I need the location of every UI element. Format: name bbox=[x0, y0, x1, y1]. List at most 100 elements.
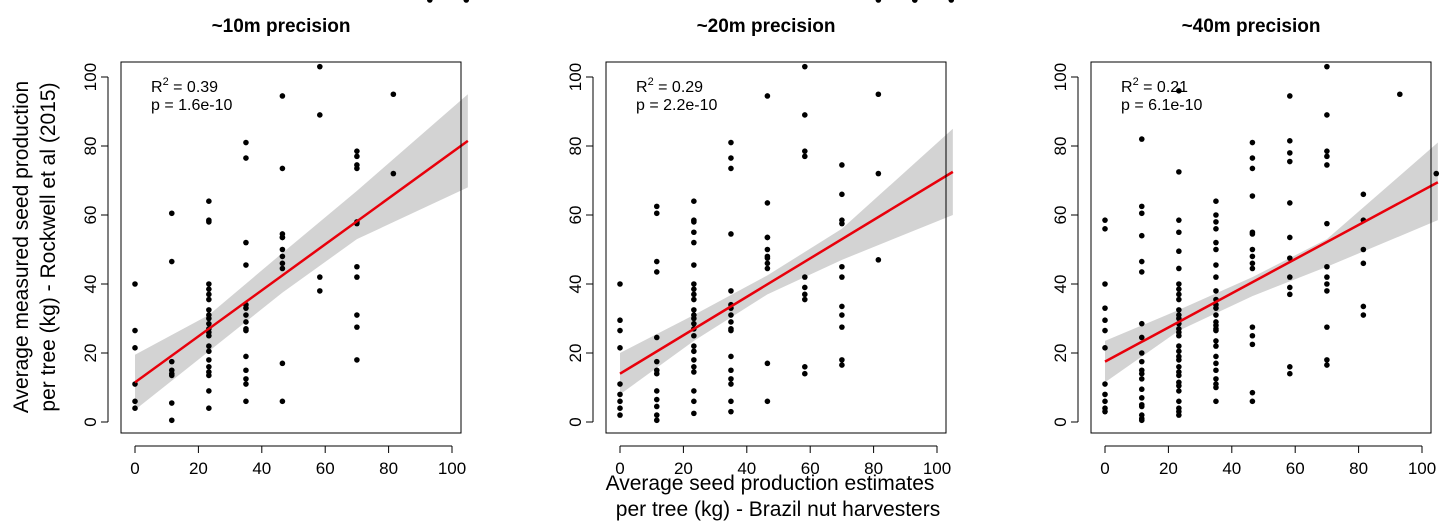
data-point bbox=[243, 327, 249, 334]
data-point bbox=[1213, 360, 1219, 367]
y-tick-label: 80 bbox=[81, 137, 100, 156]
data-point bbox=[839, 162, 845, 168]
data-point bbox=[653, 403, 660, 410]
data-point bbox=[617, 345, 623, 351]
x-tick-label: 40 bbox=[737, 459, 756, 478]
y-tick-label: 80 bbox=[566, 137, 585, 156]
data-point bbox=[1138, 136, 1145, 142]
data-point bbox=[1397, 91, 1403, 98]
r-squared-label: R2 = 0.21 bbox=[1121, 76, 1188, 96]
data-point bbox=[1138, 403, 1145, 410]
data-point bbox=[1176, 372, 1182, 379]
data-point bbox=[1102, 345, 1108, 351]
data-point bbox=[1102, 398, 1108, 405]
x-tick-label: 20 bbox=[674, 459, 693, 478]
data-point bbox=[1138, 358, 1145, 365]
data-point bbox=[617, 317, 623, 324]
data-point bbox=[317, 288, 323, 294]
data-point bbox=[839, 263, 845, 270]
data-point bbox=[802, 63, 808, 70]
data-point bbox=[1176, 281, 1182, 287]
y-tick-label: 40 bbox=[81, 275, 100, 294]
data-point bbox=[1433, 170, 1440, 177]
y-tick-label: 80 bbox=[1051, 137, 1070, 156]
x-tick-label: 100 bbox=[438, 459, 466, 478]
scatter-panel-3: ~40m precision 0 20 40 60 80 100 0 20 40 60 80 100 R2… bbox=[1051, 16, 1440, 478]
data-point bbox=[1249, 332, 1256, 339]
data-point bbox=[132, 405, 138, 412]
data-point bbox=[728, 155, 734, 161]
data-point bbox=[206, 320, 212, 327]
data-point bbox=[243, 398, 249, 405]
data-point bbox=[206, 315, 212, 322]
y-axis-label-line1: Average measured seed production bbox=[10, 81, 33, 413]
data-point bbox=[1360, 260, 1367, 267]
r-squared-label: R2 = 0.29 bbox=[636, 76, 703, 96]
data-point bbox=[948, 0, 955, 3]
data-point bbox=[691, 357, 697, 363]
data-point bbox=[1138, 334, 1145, 341]
data-point bbox=[1138, 210, 1145, 217]
regression-line bbox=[619, 170, 954, 375]
data-point bbox=[691, 369, 697, 375]
data-point bbox=[728, 376, 734, 382]
data-point bbox=[1213, 384, 1219, 391]
data-point bbox=[1213, 367, 1219, 374]
data-point bbox=[1324, 263, 1330, 270]
data-point bbox=[691, 315, 697, 322]
data-point bbox=[764, 234, 771, 241]
data-point bbox=[243, 262, 249, 268]
data-point bbox=[728, 327, 734, 334]
scatter-panel-2: ~20m precision 0 20 40 60 80 100 0 20 40 60 80 100 R2… bbox=[566, 0, 955, 478]
data-point bbox=[1176, 412, 1182, 418]
data-point bbox=[317, 274, 323, 280]
data-point bbox=[691, 410, 697, 417]
x-tick-label: 60 bbox=[316, 459, 335, 478]
data-point bbox=[1176, 398, 1182, 405]
data-point bbox=[691, 364, 697, 370]
data-point bbox=[653, 258, 660, 265]
data-point bbox=[1213, 239, 1219, 246]
data-point bbox=[1176, 382, 1182, 389]
data-point bbox=[279, 398, 286, 405]
data-point bbox=[206, 372, 212, 379]
data-point bbox=[354, 324, 360, 330]
confidence-band bbox=[135, 94, 468, 410]
data-point bbox=[243, 305, 249, 311]
data-point bbox=[617, 281, 623, 287]
data-point bbox=[1249, 246, 1256, 253]
data-point bbox=[1176, 343, 1182, 349]
data-point bbox=[1138, 258, 1145, 265]
data-point bbox=[764, 398, 771, 405]
data-point bbox=[1176, 332, 1182, 339]
data-point bbox=[206, 343, 212, 349]
data-point bbox=[279, 234, 286, 241]
data-point bbox=[1138, 370, 1145, 377]
data-point bbox=[1360, 303, 1367, 310]
data-point bbox=[1176, 265, 1182, 272]
data-point bbox=[691, 343, 697, 349]
data-point bbox=[617, 391, 623, 398]
data-point bbox=[1249, 193, 1256, 199]
data-point bbox=[1176, 88, 1182, 94]
data-point bbox=[1138, 386, 1145, 393]
data-point bbox=[875, 91, 882, 98]
y-tick-label: 40 bbox=[1051, 275, 1070, 294]
data-point bbox=[802, 274, 808, 280]
data-point bbox=[243, 381, 249, 387]
p-value-label: p = 6.1e-10 bbox=[1121, 97, 1203, 114]
data-point bbox=[1176, 364, 1182, 370]
y-tick-label: 60 bbox=[566, 206, 585, 225]
data-point bbox=[1360, 191, 1367, 198]
data-point bbox=[354, 165, 360, 172]
data-point bbox=[390, 170, 397, 177]
data-point bbox=[691, 348, 697, 355]
data-point bbox=[1287, 284, 1293, 291]
data-point bbox=[691, 262, 697, 268]
data-point bbox=[728, 165, 734, 172]
y-tick-label: 0 bbox=[566, 417, 585, 426]
x-tick-label: 100 bbox=[923, 459, 951, 478]
data-point bbox=[390, 91, 397, 98]
data-point bbox=[1249, 341, 1256, 348]
